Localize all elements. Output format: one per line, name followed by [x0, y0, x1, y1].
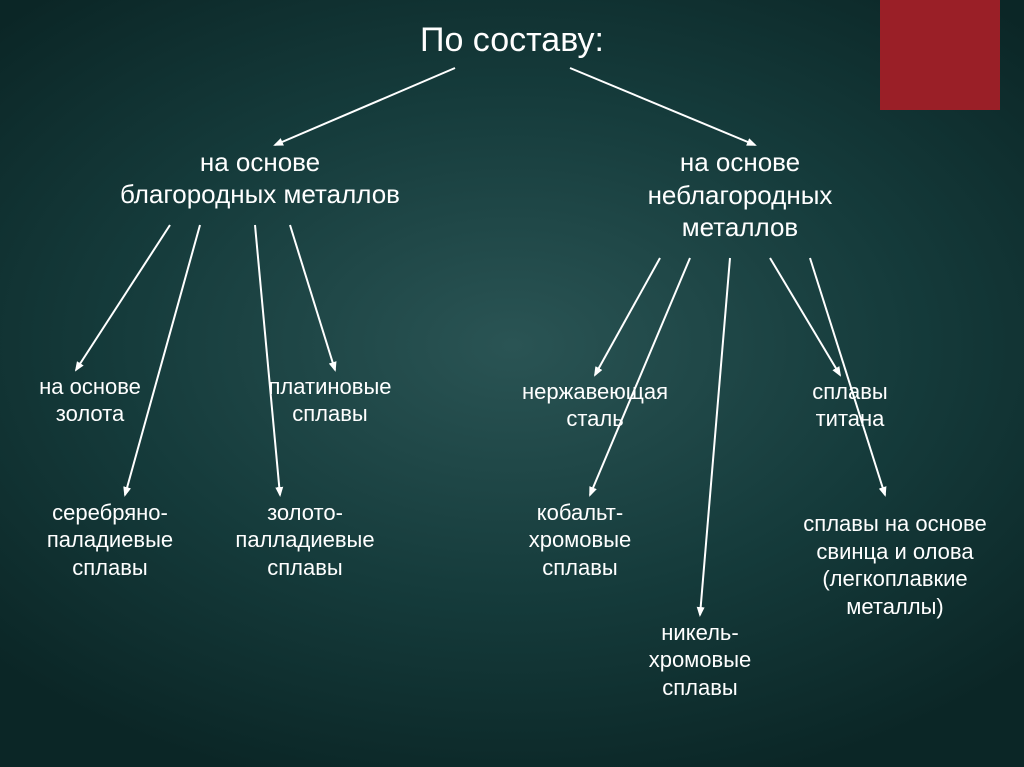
root-node: По составу:	[312, 19, 712, 62]
leaf-lead-tin: сплавы на основе свинца и олова (легкопл…	[695, 510, 1024, 620]
noble-branch-node: на основе благородных металлов	[60, 146, 460, 211]
arrow	[290, 225, 335, 370]
accent-box	[880, 0, 1000, 110]
arrow	[255, 225, 280, 495]
arrow	[595, 258, 660, 375]
arrow	[570, 68, 755, 145]
arrow	[76, 225, 170, 370]
nonnoble-branch-node: на основе неблагородных металлов	[540, 146, 940, 244]
arrow	[125, 225, 200, 495]
leaf-nickel-chromium: никель- хромовые сплавы	[500, 619, 900, 702]
arrow	[275, 68, 455, 145]
leaf-titanium: сплавы титана	[650, 378, 1024, 433]
arrow	[810, 258, 885, 495]
